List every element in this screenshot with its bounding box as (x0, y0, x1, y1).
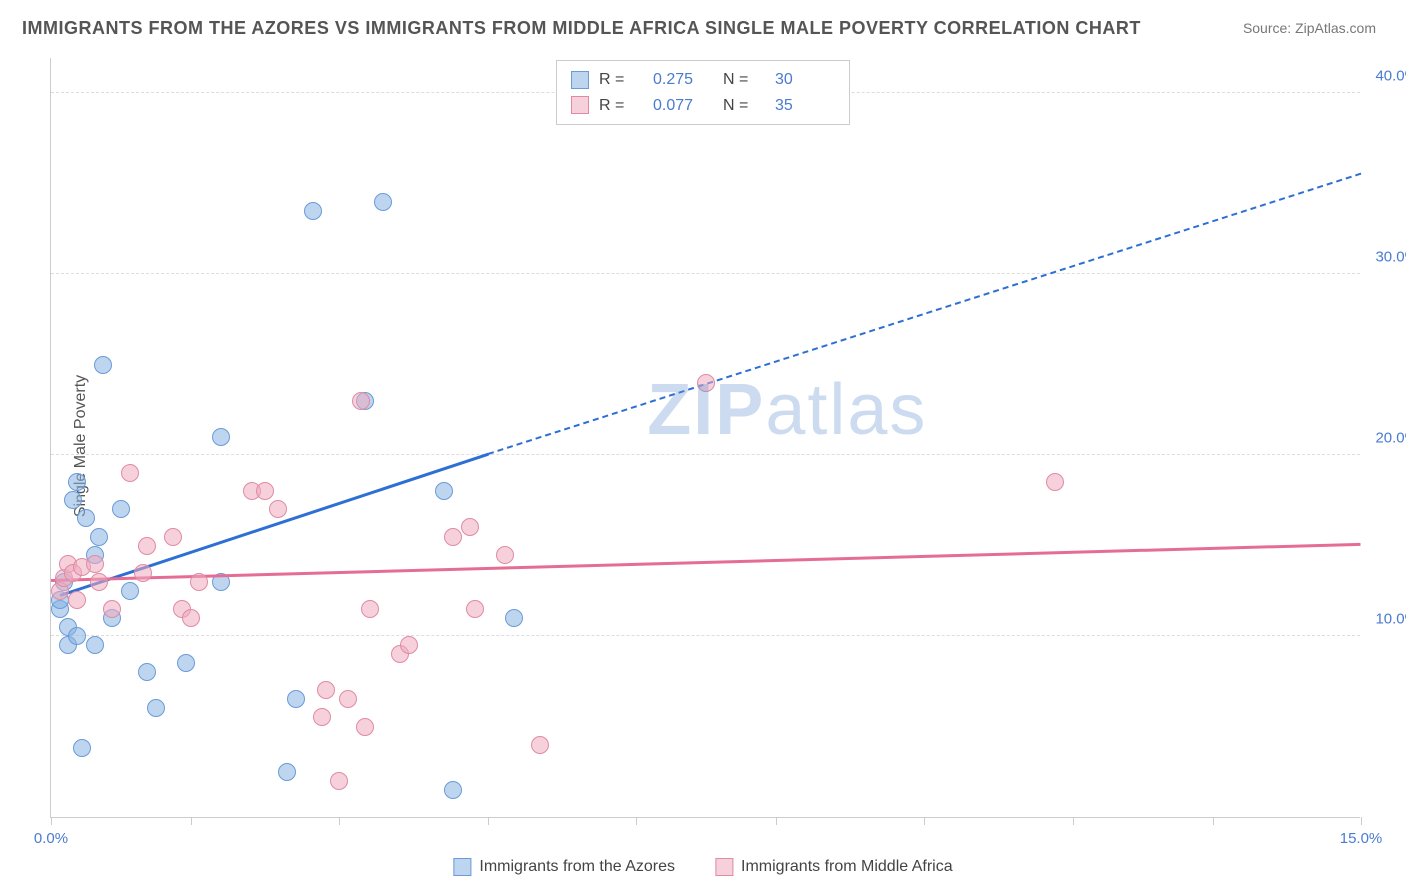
data-point (177, 654, 195, 672)
x-tick-label: 0.0% (34, 830, 68, 847)
data-point (505, 609, 523, 627)
swatch-azores (453, 858, 471, 876)
data-point (287, 690, 305, 708)
series-name-azores: Immigrants from the Azores (479, 858, 675, 876)
gridline (51, 454, 1360, 455)
n-label: N = (723, 67, 765, 93)
data-point (1046, 473, 1064, 491)
data-point (121, 582, 139, 600)
x-tick-label: 15.0% (1340, 830, 1383, 847)
x-tick (339, 817, 340, 825)
data-point (339, 690, 357, 708)
data-point (496, 546, 514, 564)
data-point (134, 564, 152, 582)
data-point (90, 528, 108, 546)
data-point (68, 591, 86, 609)
x-tick (636, 817, 637, 825)
series-legend: Immigrants from the Azores Immigrants fr… (453, 858, 952, 876)
y-tick-label: 20.0% (1375, 430, 1406, 447)
n-value-middle-africa: 35 (775, 93, 835, 119)
data-point (444, 528, 462, 546)
data-point (278, 763, 296, 781)
r-value-middle-africa: 0.077 (653, 93, 713, 119)
data-point (374, 193, 392, 211)
gridline (51, 635, 1360, 636)
data-point (444, 781, 462, 799)
data-point (121, 464, 139, 482)
x-tick (488, 817, 489, 825)
r-label: R = (599, 67, 643, 93)
data-point (86, 555, 104, 573)
gridline (51, 273, 1360, 274)
data-point (400, 636, 418, 654)
n-value-azores: 30 (775, 67, 835, 93)
legend-row-middle-africa: R = 0.077 N = 35 (571, 93, 835, 119)
data-point (147, 699, 165, 717)
data-point (164, 528, 182, 546)
chart-plot-area: 10.0%20.0%30.0%40.0%0.0%15.0% (50, 58, 1360, 818)
data-point (435, 482, 453, 500)
source-label: Source: ZipAtlas.com (1243, 20, 1376, 36)
page-title: IMMIGRANTS FROM THE AZORES VS IMMIGRANTS… (22, 18, 1141, 39)
data-point (94, 356, 112, 374)
data-point (356, 718, 374, 736)
data-point (697, 374, 715, 392)
x-tick (1073, 817, 1074, 825)
trend-line-extrapolated (487, 173, 1361, 455)
y-tick-label: 40.0% (1375, 68, 1406, 85)
data-point (256, 482, 274, 500)
trend-line (51, 543, 1361, 582)
data-point (313, 708, 331, 726)
swatch-azores (571, 71, 589, 89)
data-point (461, 518, 479, 536)
y-tick-label: 10.0% (1375, 611, 1406, 628)
swatch-middle-africa (715, 858, 733, 876)
n-label: N = (723, 93, 765, 119)
legend-row-azores: R = 0.275 N = 30 (571, 67, 835, 93)
y-tick-label: 30.0% (1375, 249, 1406, 266)
series-name-middle-africa: Immigrants from Middle Africa (741, 858, 953, 876)
x-tick (776, 817, 777, 825)
data-point (304, 202, 322, 220)
data-point (531, 736, 549, 754)
r-value-azores: 0.275 (653, 67, 713, 93)
legend-item-azores: Immigrants from the Azores (453, 858, 675, 876)
data-point (77, 509, 95, 527)
data-point (317, 681, 335, 699)
data-point (86, 636, 104, 654)
x-tick (51, 817, 52, 825)
x-tick (191, 817, 192, 825)
data-point (68, 473, 86, 491)
data-point (112, 500, 130, 518)
r-label: R = (599, 93, 643, 119)
swatch-middle-africa (571, 96, 589, 114)
data-point (182, 609, 200, 627)
data-point (138, 663, 156, 681)
x-tick (1213, 817, 1214, 825)
data-point (73, 739, 91, 757)
correlation-legend: R = 0.275 N = 30 R = 0.077 N = 35 (556, 60, 850, 125)
data-point (103, 600, 121, 618)
data-point (212, 428, 230, 446)
legend-item-middle-africa: Immigrants from Middle Africa (715, 858, 953, 876)
data-point (269, 500, 287, 518)
data-point (330, 772, 348, 790)
data-point (361, 600, 379, 618)
data-point (64, 491, 82, 509)
data-point (138, 537, 156, 555)
data-point (68, 627, 86, 645)
data-point (190, 573, 208, 591)
x-tick (924, 817, 925, 825)
x-tick (1361, 817, 1362, 825)
data-point (466, 600, 484, 618)
data-point (90, 573, 108, 591)
data-point (352, 392, 370, 410)
